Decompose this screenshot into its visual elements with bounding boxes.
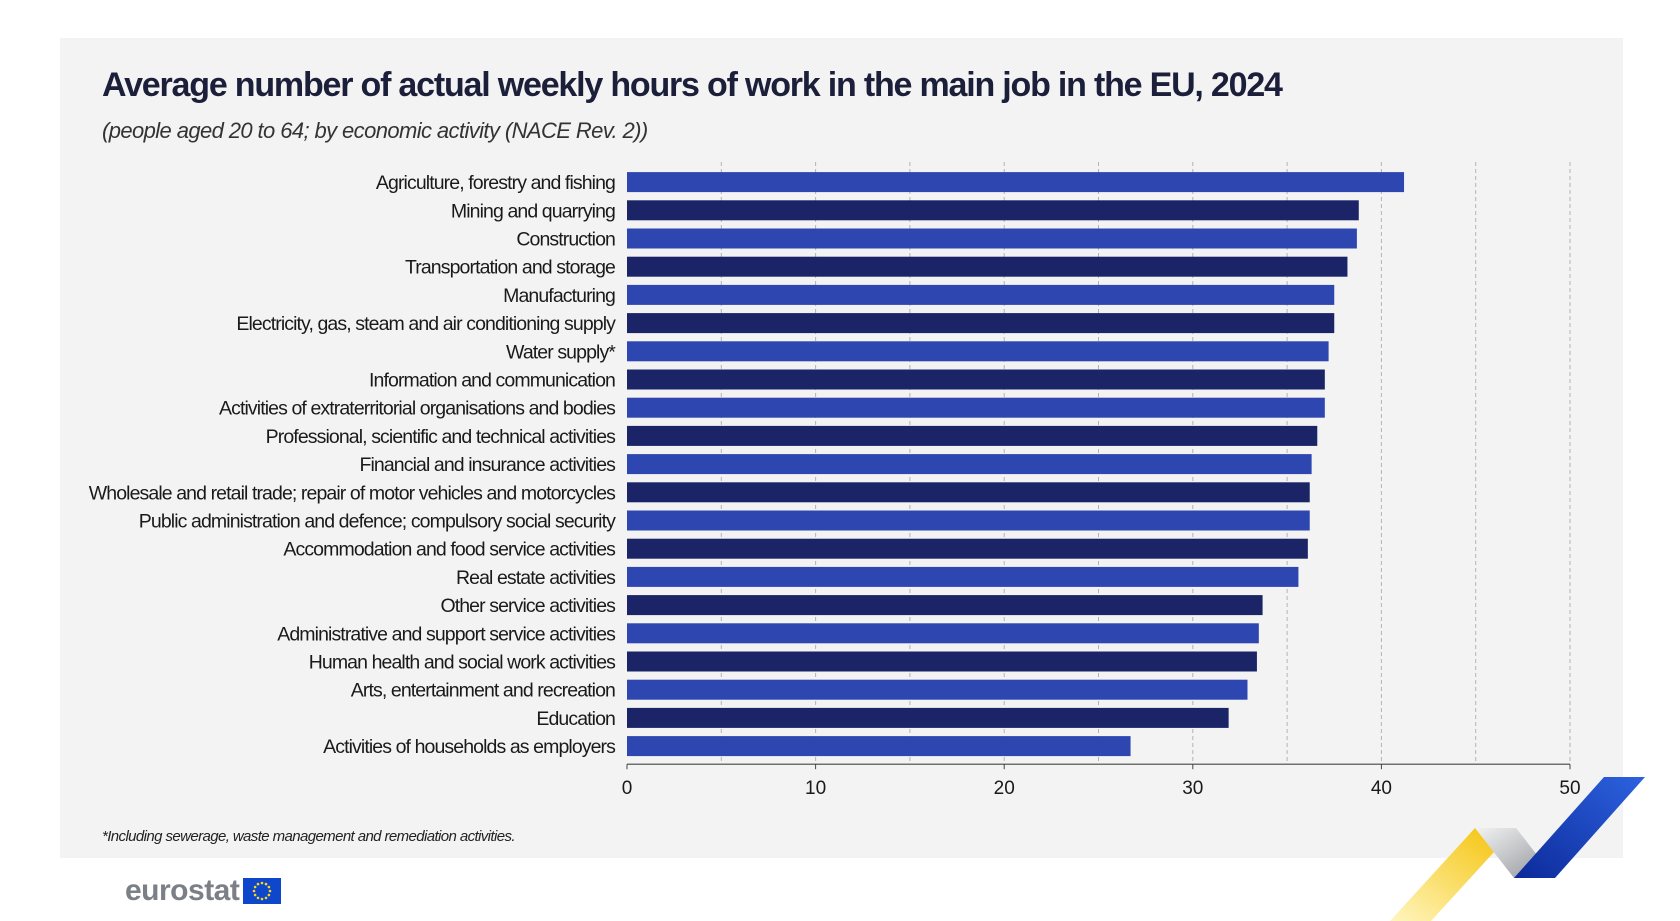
- chart-subtitle: (people aged 20 to 64; by economic activ…: [102, 118, 648, 143]
- category-label: Financial and insurance activities: [359, 454, 616, 476]
- bar-4: [627, 256, 1348, 277]
- bar-16: [627, 595, 1263, 616]
- bar-13: [627, 510, 1310, 531]
- category-label: Information and communication: [369, 370, 615, 392]
- bar-2: [627, 200, 1359, 221]
- category-label: Other service activities: [440, 595, 616, 617]
- bar-7: [627, 341, 1329, 362]
- category-label: Arts, entertainment and recreation: [351, 680, 615, 702]
- bar-15: [627, 566, 1299, 587]
- x-tick-label: 20: [994, 778, 1015, 799]
- category-label: Real estate activities: [456, 567, 616, 589]
- category-label: Education: [536, 708, 615, 730]
- category-label: Construction: [516, 229, 615, 251]
- x-tick-label: 10: [805, 778, 826, 799]
- category-label: Activities of households as employers: [323, 736, 616, 758]
- bar-11: [627, 454, 1312, 475]
- category-label: Activities of extraterritorial organisat…: [219, 398, 616, 420]
- x-tick-label: 0: [622, 778, 633, 799]
- category-label: Electricity, gas, steam and air conditio…: [236, 313, 616, 335]
- chart-title: Average number of actual weekly hours of…: [102, 66, 1283, 104]
- x-tick-label: 40: [1371, 778, 1392, 799]
- bar-21: [627, 736, 1131, 757]
- bar-12: [627, 482, 1310, 503]
- category-label: Agriculture, forestry and fishing: [376, 172, 615, 194]
- bar-6: [627, 313, 1335, 334]
- bar-14: [627, 538, 1308, 559]
- category-label: Water supply*: [506, 341, 616, 363]
- footnote: *Including sewerage, waste management an…: [102, 828, 516, 845]
- x-tick-label: 50: [1559, 778, 1580, 799]
- bar-10: [627, 425, 1318, 446]
- category-label: Manufacturing: [503, 285, 615, 307]
- bar-1: [627, 172, 1405, 193]
- eu-flag-icon: [243, 878, 282, 904]
- eurostat-logo: eurostat: [125, 874, 282, 908]
- category-label: Mining and quarrying: [451, 200, 615, 222]
- category-label: Transportation and storage: [405, 257, 615, 279]
- category-label: Professional, scientific and technical a…: [266, 426, 616, 448]
- bar-19: [627, 679, 1248, 700]
- logo-text: eurostat: [125, 874, 240, 907]
- category-label: Administrative and support service activ…: [277, 623, 616, 645]
- x-tick-label: 30: [1182, 778, 1203, 799]
- category-label: Wholesale and retail trade; repair of mo…: [89, 482, 616, 504]
- bar-17: [627, 623, 1259, 644]
- category-label: Public administration and defence; compu…: [139, 511, 616, 533]
- bar-3: [627, 228, 1357, 249]
- bar-8: [627, 369, 1325, 390]
- bar-20: [627, 707, 1229, 728]
- bar-18: [627, 651, 1257, 672]
- decorative-ribbon-icon: [1390, 777, 1645, 921]
- category-label: Human health and social work activities: [309, 652, 616, 674]
- bar-9: [627, 397, 1325, 418]
- bar-5: [627, 284, 1335, 305]
- category-label: Accommodation and food service activitie…: [283, 539, 616, 561]
